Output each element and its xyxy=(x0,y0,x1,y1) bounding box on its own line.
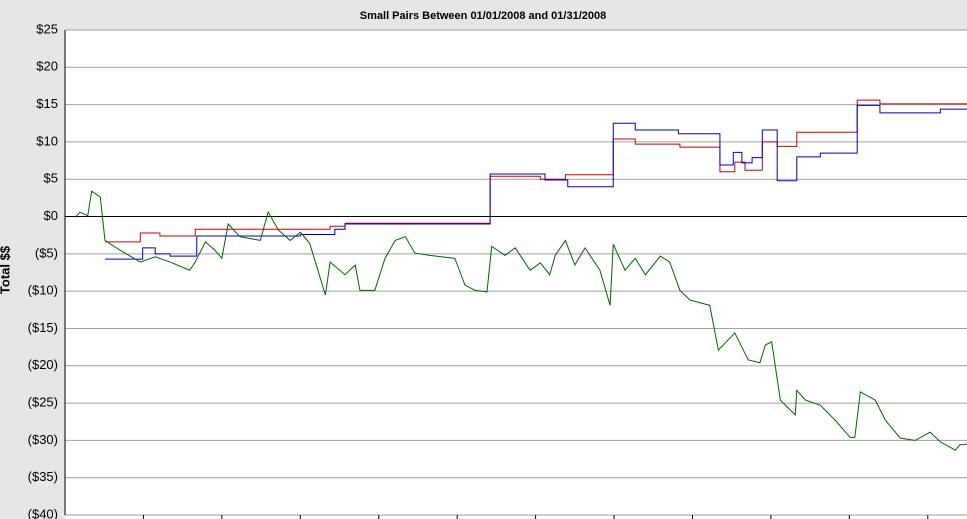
y-tick-label: $20 xyxy=(36,59,58,74)
chart-title: Small Pairs Between 01/01/2008 and 01/31… xyxy=(360,10,606,22)
y-tick-label: $10 xyxy=(36,133,58,148)
y-tick-label: ($20) xyxy=(28,357,58,372)
y-tick-label: ($15) xyxy=(28,320,58,335)
y-tick-label: ($5) xyxy=(35,245,58,260)
y-tick-label: ($25) xyxy=(28,395,58,410)
y-axis-label: Total $$ xyxy=(0,245,12,294)
y-tick-label: ($40) xyxy=(28,506,58,519)
y-tick-label: ($35) xyxy=(28,469,58,484)
plot-area xyxy=(65,30,967,519)
y-tick-label: $0 xyxy=(44,208,58,223)
y-tick-label: ($30) xyxy=(28,432,58,447)
series-line xyxy=(105,104,967,260)
y-tick-label: $25 xyxy=(36,21,58,36)
y-tick-label: $5 xyxy=(44,171,58,186)
y-tick-label: ($10) xyxy=(28,283,58,298)
series-line xyxy=(105,99,967,243)
series-line xyxy=(74,190,967,451)
y-tick-label: $15 xyxy=(36,96,58,111)
